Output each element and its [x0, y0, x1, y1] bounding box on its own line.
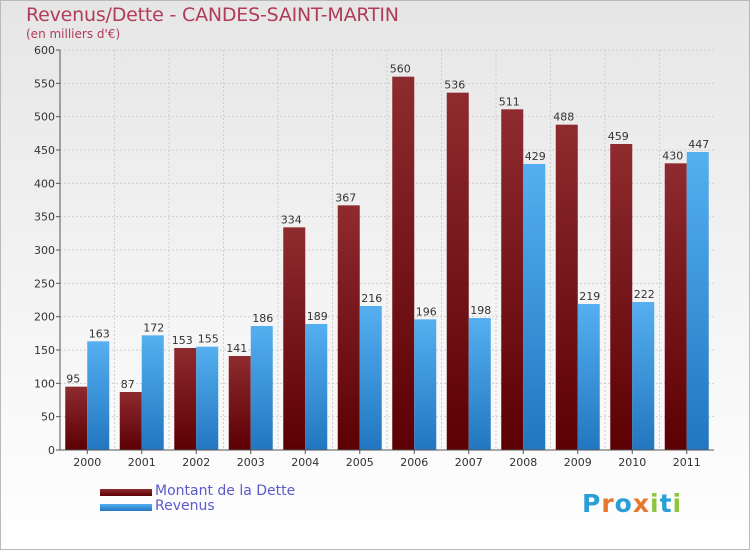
- y-tick-label: 400: [34, 177, 55, 190]
- data-label-dette: 560: [390, 63, 411, 76]
- data-label-dette: 334: [281, 213, 302, 226]
- x-tick-label: 2000: [73, 456, 101, 469]
- bar-dette: [283, 227, 306, 450]
- x-tick-label: 2001: [128, 456, 156, 469]
- data-label-dette: 95: [66, 373, 80, 386]
- bar-revenus: [250, 326, 273, 450]
- x-tick-label: 2009: [564, 456, 592, 469]
- x-tick-label: 2004: [291, 456, 319, 469]
- bar-dette: [392, 76, 415, 451]
- data-label-revenus: 186: [252, 312, 273, 325]
- bar-revenus: [196, 346, 219, 450]
- x-tick-label: 2002: [182, 456, 210, 469]
- data-label-revenus: 189: [307, 310, 328, 323]
- bar-revenus: [141, 335, 164, 450]
- y-tick-label: 200: [34, 311, 55, 324]
- data-label-revenus: 429: [525, 150, 546, 163]
- logo-letter: P: [582, 489, 602, 518]
- y-tick-label: 0: [48, 444, 55, 457]
- x-tick-label: 2008: [509, 456, 537, 469]
- bar-revenus: [414, 319, 437, 450]
- data-label-dette: 367: [335, 191, 356, 204]
- bar-revenus: [632, 302, 655, 450]
- data-label-revenus: 198: [470, 304, 491, 317]
- y-tick-label: 550: [34, 77, 55, 90]
- legend-swatch-revenus: [100, 504, 152, 511]
- chart-subtitle: (en milliers d'€): [26, 27, 121, 41]
- bar-dette: [228, 356, 251, 450]
- x-tick-label: 2006: [400, 456, 428, 469]
- data-label-revenus: 196: [416, 305, 437, 318]
- y-tick-label: 100: [34, 377, 55, 390]
- data-label-dette: 488: [553, 111, 574, 124]
- data-label-revenus: 172: [143, 321, 164, 334]
- bar-dette: [555, 124, 578, 451]
- bar-dette: [65, 386, 88, 450]
- logo-letter: r: [601, 489, 615, 518]
- bar-dette: [119, 392, 142, 450]
- bar-dette: [446, 92, 469, 451]
- y-tick-label: 450: [34, 144, 55, 157]
- x-tick-label: 2005: [346, 456, 374, 469]
- x-tick-label: 2011: [673, 456, 701, 469]
- logo-letter: x: [632, 489, 650, 518]
- y-tick-label: 300: [34, 244, 55, 257]
- y-tick-label: 50: [41, 411, 55, 424]
- data-label-dette: 153: [172, 334, 193, 347]
- legend-swatch-dette: [100, 489, 152, 496]
- logo-letter: t: [659, 489, 673, 518]
- bar-revenus: [87, 341, 110, 450]
- bar-revenus: [359, 306, 382, 450]
- data-label-dette: 536: [444, 79, 465, 92]
- data-label-revenus: 216: [361, 292, 382, 305]
- x-tick-label: 2007: [455, 456, 483, 469]
- x-tick-label: 2003: [237, 456, 265, 469]
- data-label-dette: 511: [499, 95, 520, 108]
- y-tick-label: 600: [34, 44, 55, 57]
- bar-revenus: [468, 318, 491, 450]
- data-label-dette: 459: [608, 130, 629, 143]
- x-tick-label: 2010: [618, 456, 646, 469]
- y-tick-label: 500: [34, 111, 55, 124]
- y-tick-label: 150: [34, 344, 55, 357]
- bar-dette: [174, 348, 197, 450]
- bar-revenus: [305, 324, 328, 450]
- data-label-dette: 430: [662, 149, 683, 162]
- proxiti-logo: Proxiti: [582, 489, 682, 518]
- legend-label-revenus: Revenus: [155, 498, 215, 514]
- legend-label-dette: Montant de la Dette: [155, 483, 296, 499]
- bar-revenus: [577, 304, 600, 450]
- bar-dette: [501, 109, 524, 450]
- bar-dette: [610, 144, 633, 450]
- data-label-revenus: 219: [579, 290, 600, 303]
- chart-title: Revenus/Dette - CANDES-SAINT-MARTIN: [26, 4, 399, 26]
- logo-letter: i: [672, 489, 683, 518]
- bar-dette: [664, 163, 687, 451]
- data-label-dette: 141: [226, 342, 247, 355]
- bar-revenus: [523, 164, 546, 450]
- logo-letter: o: [614, 489, 633, 518]
- y-tick-label: 250: [34, 277, 55, 290]
- logo-letter: i: [650, 489, 660, 518]
- y-tick-label: 350: [34, 211, 55, 224]
- bar-dette: [337, 205, 360, 450]
- data-label-revenus: 163: [89, 327, 110, 340]
- data-label-revenus: 155: [198, 333, 219, 346]
- bar-revenus: [686, 152, 709, 450]
- data-label-revenus: 222: [634, 288, 655, 301]
- data-label-dette: 87: [121, 378, 135, 391]
- data-label-revenus: 447: [688, 138, 709, 151]
